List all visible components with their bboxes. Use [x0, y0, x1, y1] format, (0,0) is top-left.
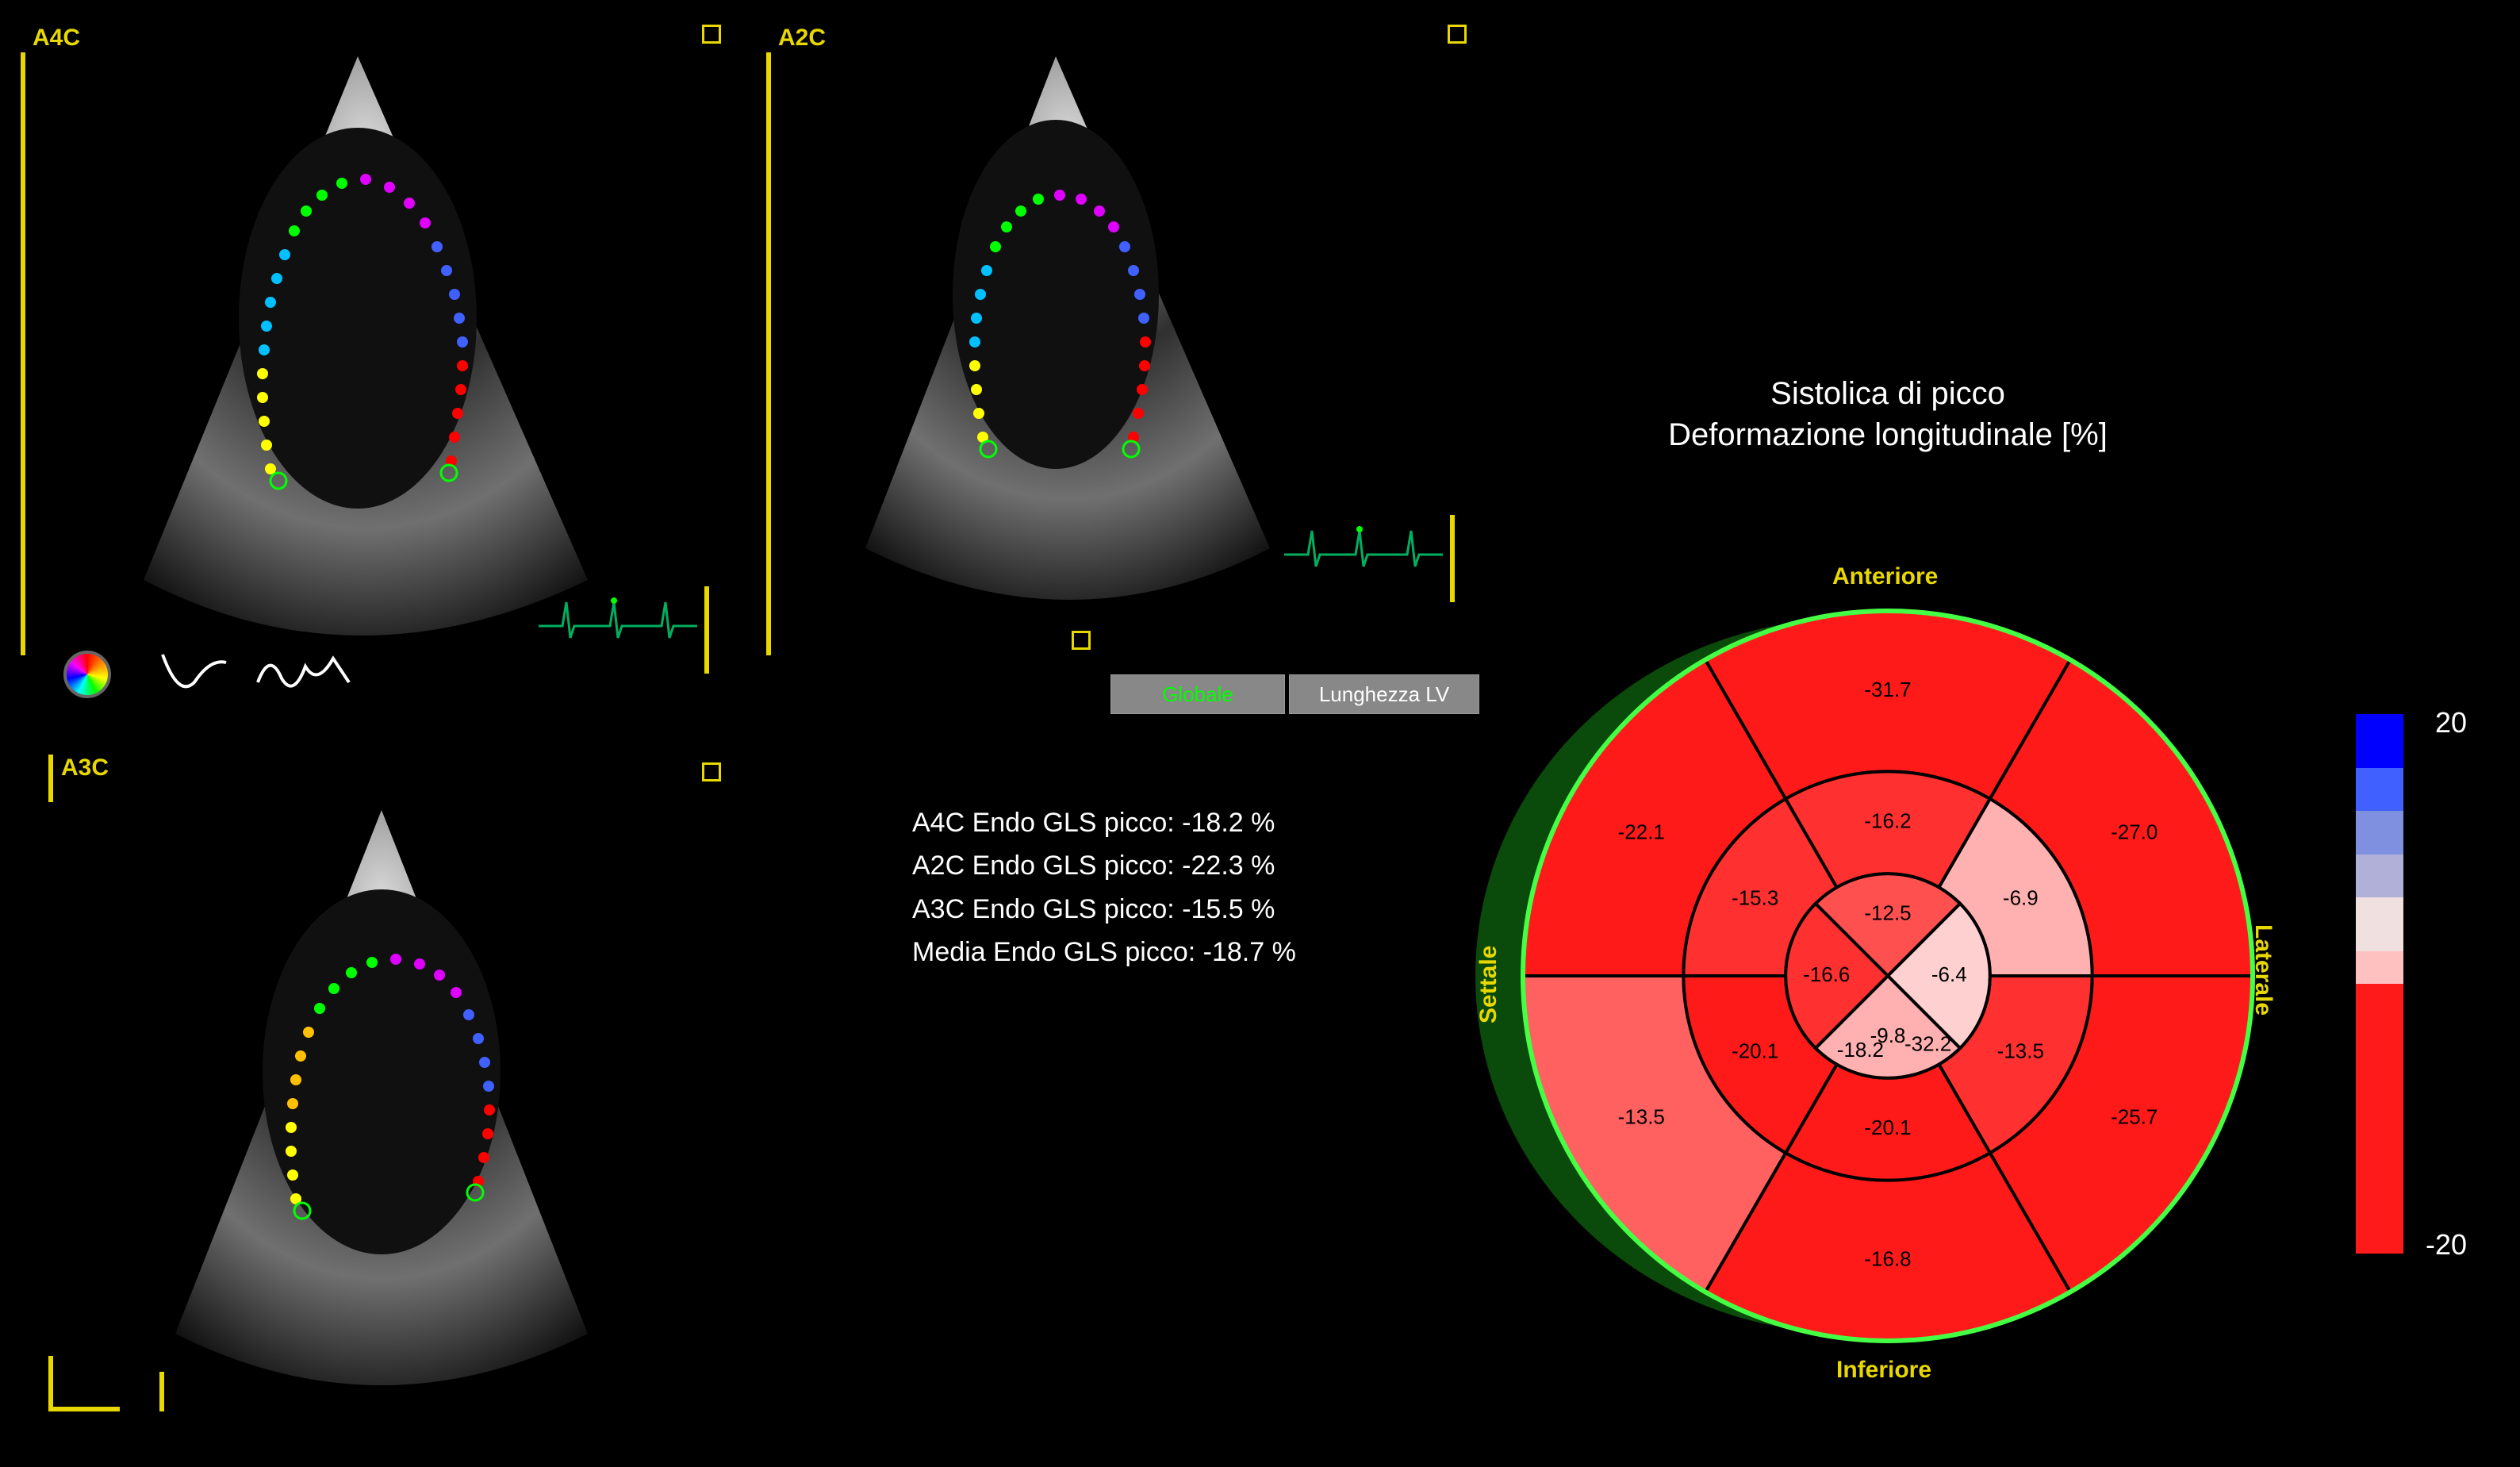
svg-text:-25.7: -25.7 — [2111, 1104, 2158, 1128]
echo-image-a3c — [17, 794, 746, 1413]
gls-a4c: A4C Endo GLS picco: -18.2 % — [912, 801, 1296, 844]
colorbar-segment — [2356, 811, 2403, 854]
svg-text:-15.3: -15.3 — [1732, 885, 1778, 909]
lunghezza-lv-button[interactable]: Lunghezza LV — [1289, 674, 1479, 714]
strain-colorbar: 20 -20 — [2356, 714, 2403, 1254]
svg-text:-20.1: -20.1 — [1864, 1116, 1911, 1139]
panel-a3c-label: A3C — [61, 755, 109, 782]
colorbar-bottom-label: -20 — [2426, 1228, 2467, 1262]
colorbar-segment — [2356, 714, 2403, 768]
time-bar-a4c — [704, 586, 709, 674]
gls-a3c: A3C Endo GLS picco: -15.5 % — [912, 888, 1296, 931]
gls-results: A4C Endo GLS picco: -18.2 % A2C Endo GLS… — [912, 801, 1296, 974]
svg-text:-16.2: -16.2 — [1864, 809, 1911, 833]
svg-text:-18.2: -18.2 — [1837, 1038, 1884, 1062]
panel-a4c: A4C — [16, 8, 746, 698]
colorbar-top-label: 20 — [2435, 706, 2467, 739]
label-laterale: Laterale — [2250, 924, 2276, 1016]
label-settale: Settale — [1475, 946, 1502, 1023]
globale-button[interactable]: Globale — [1110, 674, 1285, 714]
colorbar-segment — [2356, 897, 2403, 951]
svg-text:-12.5: -12.5 — [1864, 901, 1911, 925]
gls-media: Media Endo GLS picco: -18.7 % — [912, 931, 1296, 974]
bullseye-plot: -22.1 -31.7 -27.0 -25.7 -16.8 -13.5 -15.3 -16.2… — [1467, 555, 2308, 1396]
colorbar-segment — [2356, 951, 2403, 984]
label-inferiore: Inferiore — [1836, 1357, 1931, 1384]
svg-text:-16.6: -16.6 — [1803, 962, 1850, 986]
svg-text:-27.0: -27.0 — [2111, 820, 2158, 843]
panel-a2c: A2C — [761, 8, 1491, 698]
bullseye-title-line1: Sistolica di picco — [1547, 373, 2229, 414]
time-bar-a2c — [1450, 515, 1455, 602]
svg-text:-22.1: -22.1 — [1618, 820, 1665, 843]
svg-text:-32.2: -32.2 — [1904, 1032, 1951, 1056]
label-anteriore: Anteriore — [1832, 563, 1938, 590]
svg-text:-6.9: -6.9 — [2003, 885, 2039, 909]
corner-marker-icon — [702, 762, 721, 782]
bullseye-title-line2: Deformazione longitudinale [%] — [1547, 414, 2229, 455]
gls-a2c: A2C Endo GLS picco: -22.3 % — [912, 844, 1296, 887]
ecg-trace-a4c — [539, 594, 697, 650]
svg-text:-13.5: -13.5 — [1997, 1039, 2044, 1062]
curve-trace-1 — [159, 643, 238, 706]
bullseye-title: Sistolica di picco Deformazione longitud… — [1547, 373, 2229, 455]
colorbar-segment — [2356, 984, 2403, 1254]
axis-tick-v — [48, 1356, 53, 1411]
echo-image-a4c — [17, 40, 746, 659]
colorbar-segment — [2356, 854, 2403, 897]
svg-text:-20.1: -20.1 — [1732, 1039, 1778, 1062]
panel-a3c: A3C — [16, 746, 746, 1436]
svg-text:-6.4: -6.4 — [1931, 962, 1967, 986]
ecg-trace-a2c — [1284, 523, 1443, 578]
svg-text:-31.7: -31.7 — [1864, 678, 1911, 701]
corner-marker-icon — [1072, 631, 1091, 650]
curve-trace-2 — [254, 643, 357, 706]
color-wheel-icon[interactable] — [63, 651, 111, 698]
colorbar-segment — [2356, 768, 2403, 811]
axis-tick-h — [48, 1407, 120, 1411]
axis-tick-v2 — [159, 1372, 164, 1411]
svg-text:-16.8: -16.8 — [1864, 1247, 1911, 1271]
svg-text:-13.5: -13.5 — [1618, 1104, 1665, 1128]
